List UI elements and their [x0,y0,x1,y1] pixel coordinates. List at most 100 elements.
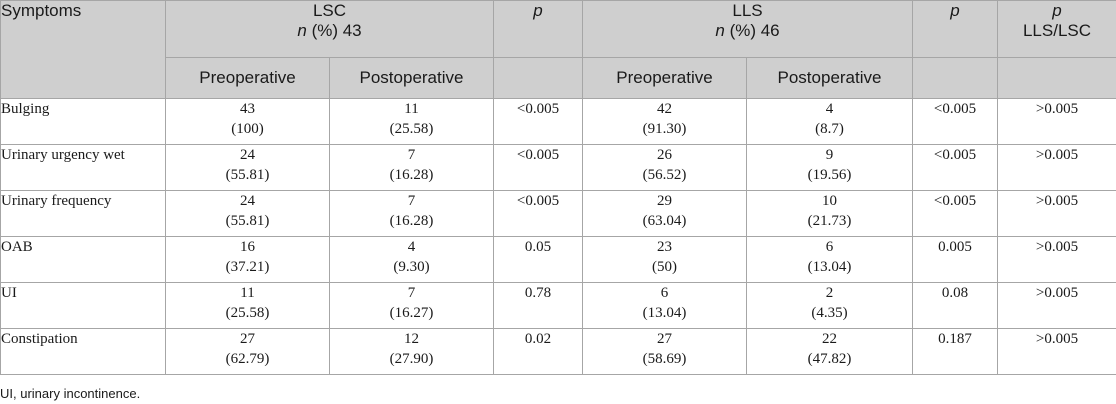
p-lls-cell: <0.005 [912,144,998,191]
lsc-n-label: n [297,21,307,40]
lls-group-header: LLS n (%) 46 [582,0,913,58]
count: 7 [407,193,416,209]
percent: (13.04) [642,305,687,321]
symptom-name: Constipation [0,328,166,375]
lls-postoperative-cell: 2 (4.35) [746,282,913,329]
symptom-name: Bulging [0,98,166,145]
count: 27 [657,331,672,347]
p-lls-cell: 0.08 [912,282,998,329]
p-lls-header: p [912,0,998,58]
lls-preoperative-cell: 29 (63.04) [582,190,747,237]
p-lsc-cell: <0.005 [493,144,583,191]
percent: (9.30) [393,259,430,275]
count: 24 [240,193,255,209]
lsc-postoperative-cell: 7 (16.28) [329,144,494,191]
lls-n-value: (%) 46 [729,21,780,40]
percent: (8.7) [815,121,844,137]
percent: (19.56) [807,167,852,183]
percent: (13.04) [807,259,852,275]
lsc-preoperative-cell: 24 (55.81) [165,144,330,191]
lls-preoperative-cell: 6 (13.04) [582,282,747,329]
lls-postoperative-cell: 10 (21.73) [746,190,913,237]
count: 27 [240,331,255,347]
lsc-n-value: (%) 43 [311,21,362,40]
p-comparison-cell: >0.005 [997,190,1116,237]
lsc-preoperative-cell: 24 (55.81) [165,190,330,237]
p-lsc-cell: <0.005 [493,190,583,237]
lsc-postoperative-cell: 7 (16.28) [329,190,494,237]
lls-preoperative-cell: 23 (50) [582,236,747,283]
p-lsc-cell: 0.05 [493,236,583,283]
p-lls-subheader [912,57,998,99]
count: 9 [825,147,834,163]
symptom-name: OAB [0,236,166,283]
p-comparison-cell: >0.005 [997,328,1116,375]
p-lsc-cell: 0.02 [493,328,583,375]
percent: (55.81) [225,213,270,229]
table-row: OAB 16 (37.21) 4 (9.30) 0.05 23 (50) 6 (13.0… [0,236,1116,283]
percent: (27.90) [389,351,434,367]
p-lls-cell: <0.005 [912,98,998,145]
lsc-postoperative-cell: 4 (9.30) [329,236,494,283]
table-row: UI 11 (25.58) 7 (16.27) 0.78 6 (13.04) 2 (4.… [0,282,1116,329]
p-comparison-symbol: p [1052,1,1062,20]
count: 10 [822,193,837,209]
lsc-preoperative-cell: 27 (62.79) [165,328,330,375]
lls-label: LLS [732,1,763,20]
count: 22 [822,331,837,347]
percent: (16.27) [389,305,434,321]
count: 24 [240,147,255,163]
percent: (91.30) [642,121,687,137]
percent: (100) [231,121,264,137]
p-lsc-header: p [493,0,583,58]
count: 7 [407,147,416,163]
p-comparison-subheader [997,57,1116,99]
header-row-1: Symptoms LSC n (%) 43 p LLS n (%) 46 p p… [0,0,1116,99]
p-lls-cell: 0.005 [912,236,998,283]
lls-postoperative-cell: 9 (19.56) [746,144,913,191]
count: 12 [404,331,419,347]
lls-preoperative-cell: 42 (91.30) [582,98,747,145]
p-comparison-header: p LLS/LSC [997,0,1116,58]
table-row: Bulging 43 (100) 11 (25.58) <0.005 42 (91.3… [0,98,1116,145]
percent: (56.52) [642,167,687,183]
lls-postoperative-header: Postoperative [746,57,913,99]
p-lls-cell: <0.005 [912,190,998,237]
table-row: Urinary frequency 24 (55.81) 7 (16.28) <0.… [0,190,1116,237]
lsc-preoperative-header: Preoperative [165,57,330,99]
count: 4 [407,239,416,255]
percent: (25.58) [225,305,270,321]
symptom-name: Urinary urgency wet [0,144,166,191]
lls-postoperative-cell: 4 (8.7) [746,98,913,145]
percent: (62.79) [225,351,270,367]
p-comparison-cell: >0.005 [997,144,1116,191]
lls-postoperative-cell: 6 (13.04) [746,236,913,283]
p-comparison-cell: >0.005 [997,282,1116,329]
header-row-2: Preoperative Postoperative Preoperative … [1,57,1116,99]
count: 43 [240,101,255,117]
count: 16 [240,239,255,255]
count: 11 [240,285,255,301]
lsc-label: LSC [312,1,347,20]
percent: (58.69) [642,351,687,367]
percent: (50) [652,259,677,275]
percent: (25.58) [389,121,434,137]
lsc-preoperative-cell: 16 (37.21) [165,236,330,283]
percent: (37.21) [225,259,270,275]
p-lls-cell: 0.187 [912,328,998,375]
percent: (16.28) [389,213,434,229]
p-comparison-cell: >0.005 [997,236,1116,283]
percent: (47.82) [807,351,852,367]
lls-postoperative-cell: 22 (47.82) [746,328,913,375]
symptom-name: Urinary frequency [0,190,166,237]
lsc-preoperative-cell: 43 (100) [165,98,330,145]
p-comparison-label: LLS/LSC [1022,21,1092,40]
count: 7 [407,285,416,301]
symptom-name: UI [0,282,166,329]
percent: (4.35) [811,305,848,321]
lsc-preoperative-cell: 11 (25.58) [165,282,330,329]
count: 4 [825,101,834,117]
percent: (16.28) [389,167,434,183]
table-row: Constipation 27 (62.79) 12 (27.90) 0.02 27… [0,328,1116,375]
p-lsc-cell: 0.78 [493,282,583,329]
